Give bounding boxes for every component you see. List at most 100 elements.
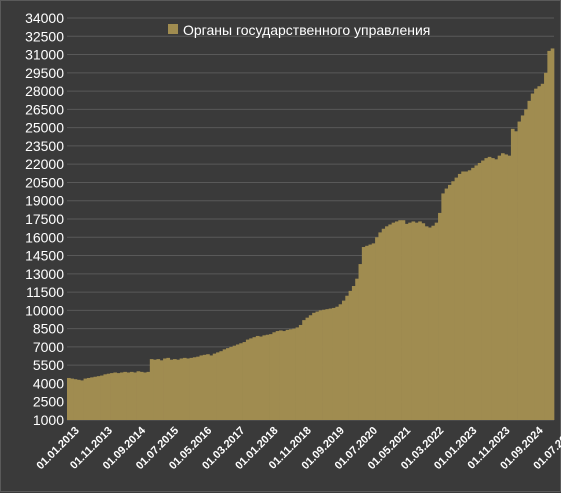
- bar: [404, 223, 409, 420]
- bar: [90, 377, 94, 420]
- y-tick-label: 17500: [25, 211, 64, 227]
- bar: [123, 371, 127, 420]
- y-tick-label: 10000: [25, 302, 64, 318]
- bar: [113, 372, 118, 420]
- x-axis-ticks: 01.01.201301.11.201301.09.201401.07.2015…: [34, 424, 561, 472]
- bar: [421, 223, 426, 420]
- bar: [292, 328, 296, 420]
- bar: [530, 93, 535, 420]
- bar: [338, 304, 343, 420]
- bar: [126, 372, 131, 420]
- bar: [100, 375, 104, 420]
- bar: [481, 160, 485, 420]
- bar: [265, 334, 270, 420]
- bar: [136, 371, 141, 420]
- bar: [106, 373, 111, 420]
- bar: [288, 329, 293, 420]
- y-tick-label: 26500: [25, 101, 64, 117]
- bar: [275, 331, 280, 420]
- bar: [355, 278, 359, 420]
- bar: [182, 357, 187, 420]
- bar: [209, 355, 214, 420]
- bar: [464, 171, 469, 420]
- bar: [269, 334, 273, 420]
- bar: [371, 243, 376, 420]
- bar: [245, 339, 250, 420]
- y-tick-label: 28000: [25, 83, 64, 99]
- bar: [358, 264, 363, 420]
- bar: [262, 335, 267, 420]
- bar: [295, 327, 300, 420]
- bar: [120, 372, 124, 420]
- bar: [196, 356, 200, 420]
- bar: [431, 225, 436, 420]
- bar: [365, 245, 369, 420]
- bar: [255, 335, 260, 420]
- y-tick-label: 34000: [25, 10, 64, 26]
- legend-swatch: [168, 24, 178, 34]
- bar: [332, 307, 336, 420]
- legend-label: Органы государственного управления: [183, 22, 430, 38]
- bar: [73, 379, 78, 420]
- y-tick-label: 16000: [25, 229, 64, 245]
- legend: Органы государственного управления: [168, 22, 430, 38]
- bar: [315, 311, 320, 420]
- bar: [80, 380, 84, 420]
- bar: [156, 359, 161, 420]
- bar: [517, 121, 522, 421]
- bar: [537, 86, 542, 420]
- bar: [103, 374, 108, 420]
- bar: [484, 158, 489, 420]
- bar: [239, 343, 243, 420]
- bar: [540, 83, 545, 420]
- bar: [86, 377, 91, 420]
- y-tick-label: 1000: [33, 412, 64, 428]
- y-tick-label: 19000: [25, 193, 64, 209]
- bar: [507, 155, 512, 420]
- bar: [298, 324, 303, 420]
- bar: [474, 165, 479, 420]
- bar: [282, 331, 286, 420]
- bar: [93, 376, 98, 420]
- bar: [146, 371, 151, 420]
- bar: [318, 310, 323, 420]
- bar: [467, 170, 472, 420]
- bar: [212, 353, 217, 420]
- bar: [143, 372, 147, 420]
- bar: [418, 221, 422, 420]
- bar: [229, 346, 233, 420]
- bar: [116, 373, 121, 420]
- bar: [252, 337, 257, 420]
- bar: [176, 359, 180, 420]
- bar: [368, 244, 373, 420]
- bar: [232, 345, 237, 420]
- bar: [328, 308, 333, 420]
- bar: [192, 357, 197, 420]
- y-tick-label: 8500: [33, 321, 64, 337]
- bar: [375, 237, 379, 420]
- bar: [500, 153, 505, 420]
- bar: [308, 315, 313, 420]
- bar: [527, 100, 532, 420]
- bar: [497, 155, 502, 420]
- bar: [401, 220, 406, 420]
- bar: [524, 109, 528, 421]
- bar: [169, 359, 174, 420]
- bar: [434, 222, 439, 420]
- bar: [202, 354, 207, 420]
- bar: [222, 349, 227, 420]
- y-tick-label: 23500: [25, 138, 64, 154]
- y-axis-ticks: 1000 2500 4000 5500 7000 8500 10000 11500 13000 1…: [25, 10, 64, 428]
- bar: [335, 306, 340, 420]
- bar: [451, 181, 455, 420]
- bar: [83, 378, 88, 420]
- y-tick-label: 2500: [33, 394, 64, 410]
- bar: [259, 336, 263, 420]
- bar: [441, 193, 446, 420]
- y-tick-label: 20500: [25, 174, 64, 190]
- y-tick-label: 29500: [25, 65, 64, 81]
- bar: [206, 354, 210, 420]
- bar: [67, 377, 71, 420]
- y-tick-label: 4000: [33, 375, 64, 391]
- bar: [285, 329, 290, 420]
